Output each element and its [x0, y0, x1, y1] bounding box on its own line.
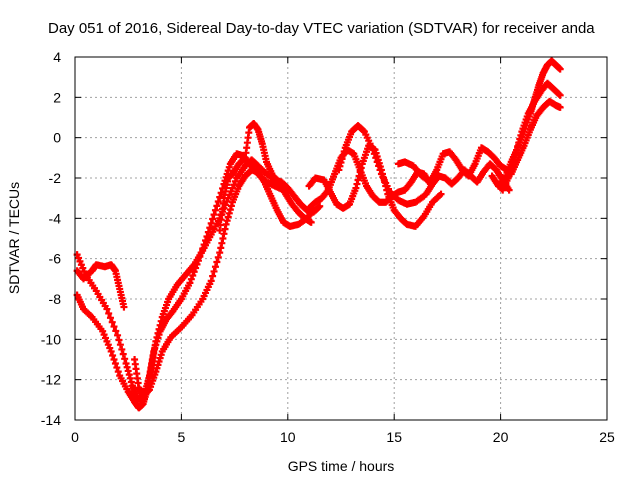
- data-point: [213, 258, 221, 266]
- data-point: [204, 228, 212, 236]
- x-tick-label: 0: [71, 429, 79, 445]
- data-point: [556, 103, 564, 111]
- data-point: [213, 202, 221, 210]
- data-point: [211, 206, 219, 214]
- data-point: [103, 305, 111, 313]
- data-point: [190, 268, 198, 276]
- data-point: [376, 166, 384, 174]
- data-point: [115, 336, 123, 344]
- x-tick-label: 25: [599, 429, 615, 445]
- y-tick-label: -8: [49, 291, 62, 307]
- y-tick-label: -4: [49, 210, 62, 226]
- data-point: [189, 271, 197, 279]
- data-point: [107, 347, 115, 355]
- x-tick-label: 20: [493, 429, 509, 445]
- data-point: [556, 91, 564, 99]
- data-point: [369, 146, 377, 154]
- data-point: [120, 303, 128, 311]
- x-tick-label: 15: [386, 429, 402, 445]
- data-point: [110, 323, 118, 331]
- grid-lines: [75, 57, 607, 420]
- data-point: [113, 364, 121, 372]
- data-point: [437, 190, 445, 198]
- data-point: [207, 219, 215, 227]
- data-point: [197, 249, 205, 257]
- chart-title: Day 051 of 2016, Sidereal Day-to-day VTE…: [48, 20, 595, 37]
- data-point: [206, 224, 214, 232]
- data-point: [307, 218, 315, 226]
- data-point: [192, 264, 200, 272]
- data-point: [114, 331, 122, 339]
- data-point: [105, 309, 113, 317]
- x-axis-label: GPS time / hours: [288, 458, 395, 474]
- x-tick-label: 10: [280, 429, 296, 445]
- data-point: [372, 154, 380, 162]
- data-point: [556, 65, 564, 73]
- y-tick-label: 4: [53, 49, 61, 65]
- data-point: [187, 275, 195, 283]
- data-point: [199, 245, 207, 253]
- data-point: [217, 189, 225, 197]
- data-point: [119, 350, 127, 358]
- y-tick-label: -6: [49, 251, 62, 267]
- data-point: [203, 232, 211, 240]
- data-point: [370, 150, 378, 158]
- y-tick-label: -10: [41, 331, 61, 347]
- data-point: [116, 341, 124, 349]
- y-tick-label: 0: [53, 130, 61, 146]
- data-point: [373, 158, 381, 166]
- data-point: [211, 263, 219, 271]
- data-point: [118, 345, 126, 353]
- data-point: [202, 237, 210, 245]
- y-tick-label: -12: [41, 372, 61, 388]
- data-point: [210, 267, 218, 275]
- data-point: [110, 356, 118, 363]
- data-point: [111, 360, 119, 368]
- data-point: [193, 260, 201, 268]
- data-points: [73, 57, 564, 412]
- data-point: [214, 198, 222, 206]
- data-point: [209, 215, 217, 223]
- data-point: [210, 211, 218, 219]
- data-point: [109, 351, 117, 359]
- x-tick-label: 5: [178, 429, 186, 445]
- y-axis-label: SDTVAR / TECUs: [6, 182, 22, 294]
- data-point: [209, 272, 217, 280]
- data-point: [207, 277, 215, 285]
- y-tick-label: -14: [41, 412, 61, 428]
- data-point: [108, 318, 116, 326]
- data-point: [194, 257, 202, 265]
- data-point: [505, 186, 513, 194]
- data-point: [121, 355, 129, 363]
- y-tick-label: -2: [49, 170, 62, 186]
- plot-frame: [74, 56, 608, 421]
- data-point: [214, 253, 222, 261]
- data-point: [186, 279, 194, 287]
- y-tick-label: 2: [53, 89, 61, 105]
- data-point: [200, 241, 208, 249]
- data-point: [196, 253, 204, 261]
- data-point: [375, 162, 383, 170]
- data-point: [316, 202, 324, 210]
- data-point: [114, 368, 122, 376]
- data-point: [106, 314, 114, 322]
- data-point: [112, 327, 120, 335]
